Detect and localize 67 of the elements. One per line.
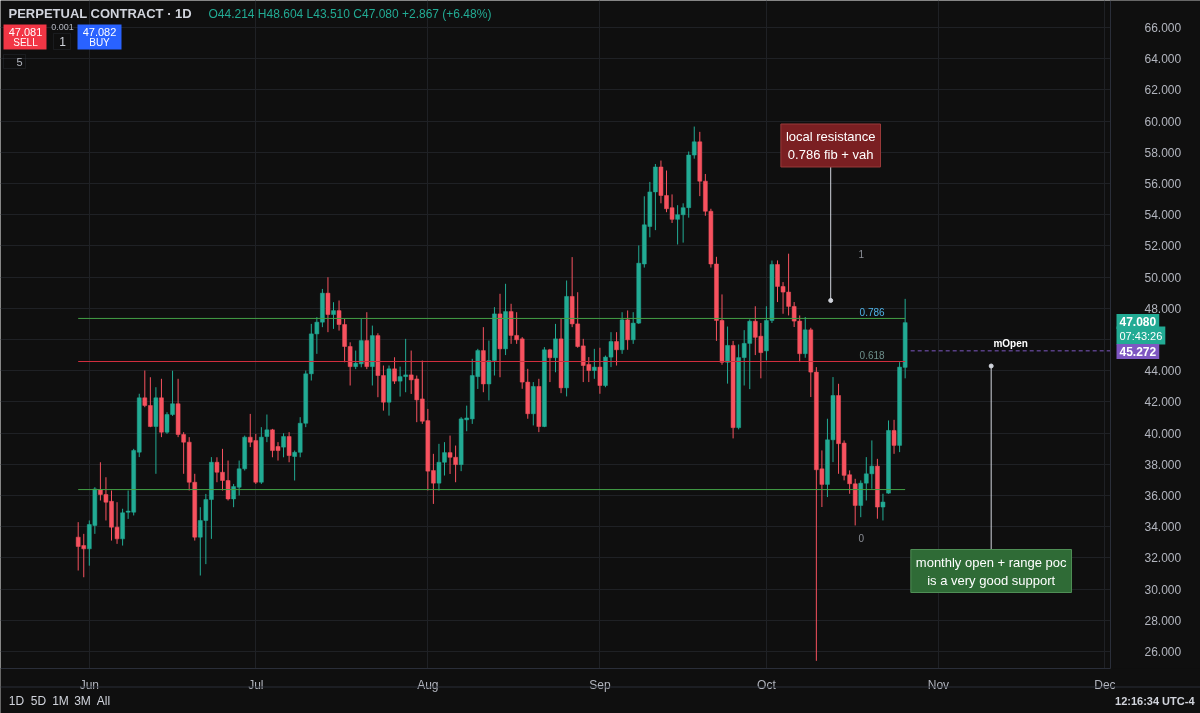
y-tick-label: 42.000 (1144, 395, 1182, 410)
x-tick-label: Nov (927, 677, 950, 692)
candlestick (803, 316, 808, 359)
candlestick (625, 309, 630, 351)
x-tick-label: Jul (248, 677, 264, 692)
y-tick-label: 50.000 (1144, 270, 1182, 285)
y-tick-label: 40.000 (1144, 426, 1182, 441)
text: O44.214 H48.604 L43.510 C47.080 +2.867 (+6.48%) (208, 6, 492, 21)
annotation: 1 (858, 248, 865, 260)
annotation: 0.618 (859, 350, 886, 362)
candlestick (281, 432, 286, 458)
x-tick-label: Jun (79, 677, 99, 692)
annotation: 5 (16, 55, 23, 68)
text: PERPETUAL CONTRACT · 1D (8, 6, 192, 21)
x-tick-label: Aug (417, 677, 439, 692)
y-tick-label: 66.000 (1144, 20, 1182, 35)
candlestick (553, 323, 558, 373)
x-tick-label: Oct (757, 677, 777, 692)
y-tick-label: 34.000 (1144, 520, 1182, 535)
annotation: BUY (89, 37, 111, 48)
y-tick-label: 38.000 (1144, 457, 1182, 472)
y-tick-label: 28.000 (1144, 613, 1182, 628)
candlestick (392, 356, 397, 385)
candlestick (331, 301, 336, 330)
y-tick-label: 26.000 (1144, 645, 1182, 659)
y-tick-label: 56.000 (1144, 176, 1182, 191)
text: 12:16:34 UTC-4 (1115, 694, 1196, 707)
candlestick (547, 348, 553, 383)
y-tick-label: 58.000 (1144, 145, 1182, 160)
y-tick-label: 30.000 (1144, 582, 1182, 597)
candlestick (891, 419, 897, 455)
annotation: 0.001 (51, 21, 74, 32)
y-tick-label: 48.000 (1144, 301, 1182, 316)
text: 1M (52, 693, 69, 708)
y-tick-label: 32.000 (1144, 551, 1182, 566)
x-tick-label: Dec (1094, 677, 1116, 692)
text: 45.272 (1119, 345, 1157, 359)
text: 1D (8, 693, 25, 708)
annotation: SELL (13, 37, 39, 48)
y-tick-label: 62.000 (1144, 83, 1182, 98)
annotation: 47.081 (8, 25, 43, 38)
y-tick-label: 52.000 (1144, 239, 1182, 254)
annotation: 1 (59, 35, 67, 49)
candlestick (597, 347, 603, 395)
annotation: 47.082 (82, 25, 117, 38)
ref-line-label: mOpen (993, 337, 1028, 349)
text: 5D (30, 693, 47, 708)
annotation: 0 (858, 532, 865, 544)
candlestick (880, 493, 886, 521)
text: 3M (74, 693, 91, 708)
y-tick-label: 60.000 (1144, 114, 1182, 129)
y-tick-label: 64.000 (1144, 52, 1182, 67)
candlestick (286, 431, 292, 463)
candlestick (614, 331, 619, 367)
y-tick-label: 54.000 (1144, 208, 1182, 223)
text: 47.080 (1119, 315, 1157, 329)
annotation: 0.786 (859, 307, 886, 319)
x-tick-label: Sep (589, 677, 611, 692)
y-tick-label: 44.000 (1144, 364, 1182, 379)
annotation: monthly open + range poc is a very good support (915, 554, 1068, 588)
candlestick (325, 276, 331, 333)
candlestick (592, 348, 597, 380)
annotation: local resistance 0.786 fib + vah (785, 128, 876, 162)
text: 07:43:26 (1119, 329, 1163, 342)
candlestick (725, 326, 730, 385)
text: All (96, 693, 111, 708)
y-tick-label: 36.000 (1144, 488, 1182, 503)
